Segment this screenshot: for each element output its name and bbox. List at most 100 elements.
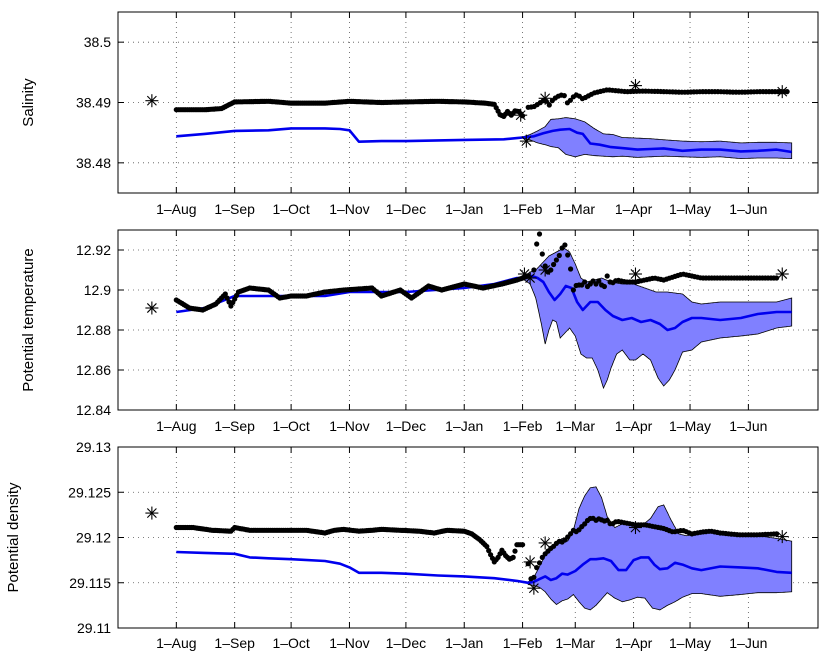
x-tick-label: 1–Jan xyxy=(445,201,483,217)
observation-point xyxy=(582,279,588,285)
profile-markers xyxy=(145,263,789,315)
observation-point xyxy=(601,283,608,290)
x-tick-label: 1–Apr xyxy=(615,635,653,651)
observation-point xyxy=(534,241,540,247)
x-tick-label: 1–Dec xyxy=(386,635,426,651)
observation-point xyxy=(546,102,552,108)
y-axis-label-potential-density: Potential density xyxy=(5,482,22,593)
observation-point xyxy=(536,560,543,566)
observation-point xyxy=(222,291,228,297)
x-tick-label: 1–Mar xyxy=(555,201,595,217)
x-tick-label: 1–Jun xyxy=(729,418,767,434)
observation-point xyxy=(539,251,545,257)
observation-point xyxy=(562,242,568,248)
observation-point xyxy=(531,574,537,580)
y-tick-label: 29.12 xyxy=(76,530,111,546)
y-axis-label-salinity: Salinity xyxy=(20,78,37,127)
star-marker xyxy=(628,521,642,535)
observation-point xyxy=(553,257,560,263)
model-mean-line xyxy=(176,127,792,154)
star-marker xyxy=(628,267,642,281)
x-tick-label: 1–Oct xyxy=(272,201,309,217)
y-tick-label: 29.13 xyxy=(76,439,111,455)
star-marker xyxy=(523,271,537,285)
observation-point xyxy=(570,287,577,293)
observation-point xyxy=(534,565,540,571)
x-tick-label: 1–Nov xyxy=(329,201,369,217)
star-marker xyxy=(523,555,537,569)
observation-point xyxy=(561,93,567,99)
star-marker xyxy=(628,79,642,93)
y-tick-label: 29.125 xyxy=(68,484,111,500)
y-tick-label: 12.88 xyxy=(76,322,111,338)
x-tick-label: 1–May xyxy=(669,635,711,651)
profile-markers xyxy=(145,506,789,595)
observation-point xyxy=(567,97,574,103)
ensemble-spread-band xyxy=(522,117,793,159)
y-tick-label: 12.92 xyxy=(76,242,111,258)
axes-box xyxy=(117,229,819,411)
x-tick-label: 1–Nov xyxy=(329,635,369,651)
y-tick-label: 12.84 xyxy=(76,402,111,418)
star-marker xyxy=(538,91,552,105)
star-marker xyxy=(519,134,533,148)
observation-point xyxy=(596,278,602,284)
observation-point xyxy=(536,231,543,237)
star-marker xyxy=(775,267,789,281)
ensemble-spread-band xyxy=(524,247,793,390)
observation-series xyxy=(173,87,790,119)
observation-point xyxy=(224,295,230,301)
panel-potential-temperature: 12.84 12.86 12.88 12.9 12.92 1–Aug 1–Sep 1–Oct 1… xyxy=(20,229,819,434)
star-marker xyxy=(145,506,159,520)
observation-point xyxy=(484,543,490,550)
observation-point xyxy=(556,252,562,259)
x-tick-label: 1–Feb xyxy=(503,201,543,217)
observation-point xyxy=(539,554,545,561)
panel-potential-density: 29.11 29.115 29.12 29.125 29.13 1–Aug 1–Sep 1–O… xyxy=(5,439,819,651)
observation-point xyxy=(520,542,526,548)
x-tick-label: 1–Mar xyxy=(555,635,595,651)
observation-series xyxy=(173,515,780,582)
x-tick-label: 1–Apr xyxy=(615,418,653,434)
observation-point xyxy=(226,299,232,305)
star-marker xyxy=(514,108,528,122)
observation-point xyxy=(531,267,537,273)
x-tick-label: 1–Feb xyxy=(503,418,543,434)
x-tick-label: 1–Aug xyxy=(156,635,196,651)
star-marker xyxy=(527,581,541,595)
observation-point xyxy=(568,266,574,272)
x-tick-label: 1–Jun xyxy=(729,201,767,217)
observation-point xyxy=(774,275,780,281)
x-tick-label: 1–Sep xyxy=(214,418,255,434)
x-tick-label: 1–Oct xyxy=(272,635,309,651)
observation-series xyxy=(173,231,780,313)
x-tick-label: 1–Dec xyxy=(386,201,426,217)
x-tick-label: 1–Sep xyxy=(214,201,255,217)
model-mean-line xyxy=(176,550,792,585)
x-tick-label: 1–Feb xyxy=(503,635,543,651)
observation-point xyxy=(510,554,516,561)
observation-point xyxy=(604,273,610,279)
x-tick-label: 1–Jan xyxy=(445,418,483,434)
star-marker xyxy=(517,267,531,281)
star-marker xyxy=(775,85,789,99)
panel-salinity: 38.48 38.49 38.5 1–Aug 1–Sep 1–Oct 1–Nov 1–Dec 1… xyxy=(20,11,819,217)
x-tick-label: 1–Nov xyxy=(329,418,369,434)
x-tick-label: 1–Jun xyxy=(729,635,767,651)
observation-point xyxy=(604,517,610,523)
y-tick-label: 38.49 xyxy=(76,95,111,111)
x-tick-label: 1–May xyxy=(669,201,711,217)
x-tick-label: 1–Dec xyxy=(386,418,426,434)
observation-point xyxy=(512,548,518,554)
x-tick-label: 1–May xyxy=(669,418,711,434)
y-tick-label: 12.86 xyxy=(76,362,111,378)
y-tick-label: 29.11 xyxy=(77,620,111,636)
y-tick-label: 38.5 xyxy=(84,34,111,50)
y-tick-label: 29.115 xyxy=(69,575,111,591)
x-tick-label: 1–Mar xyxy=(555,418,595,434)
observation-point xyxy=(486,548,492,554)
star-marker xyxy=(145,94,159,108)
star-marker xyxy=(538,263,552,277)
x-tick-label: 1–Sep xyxy=(214,635,255,651)
